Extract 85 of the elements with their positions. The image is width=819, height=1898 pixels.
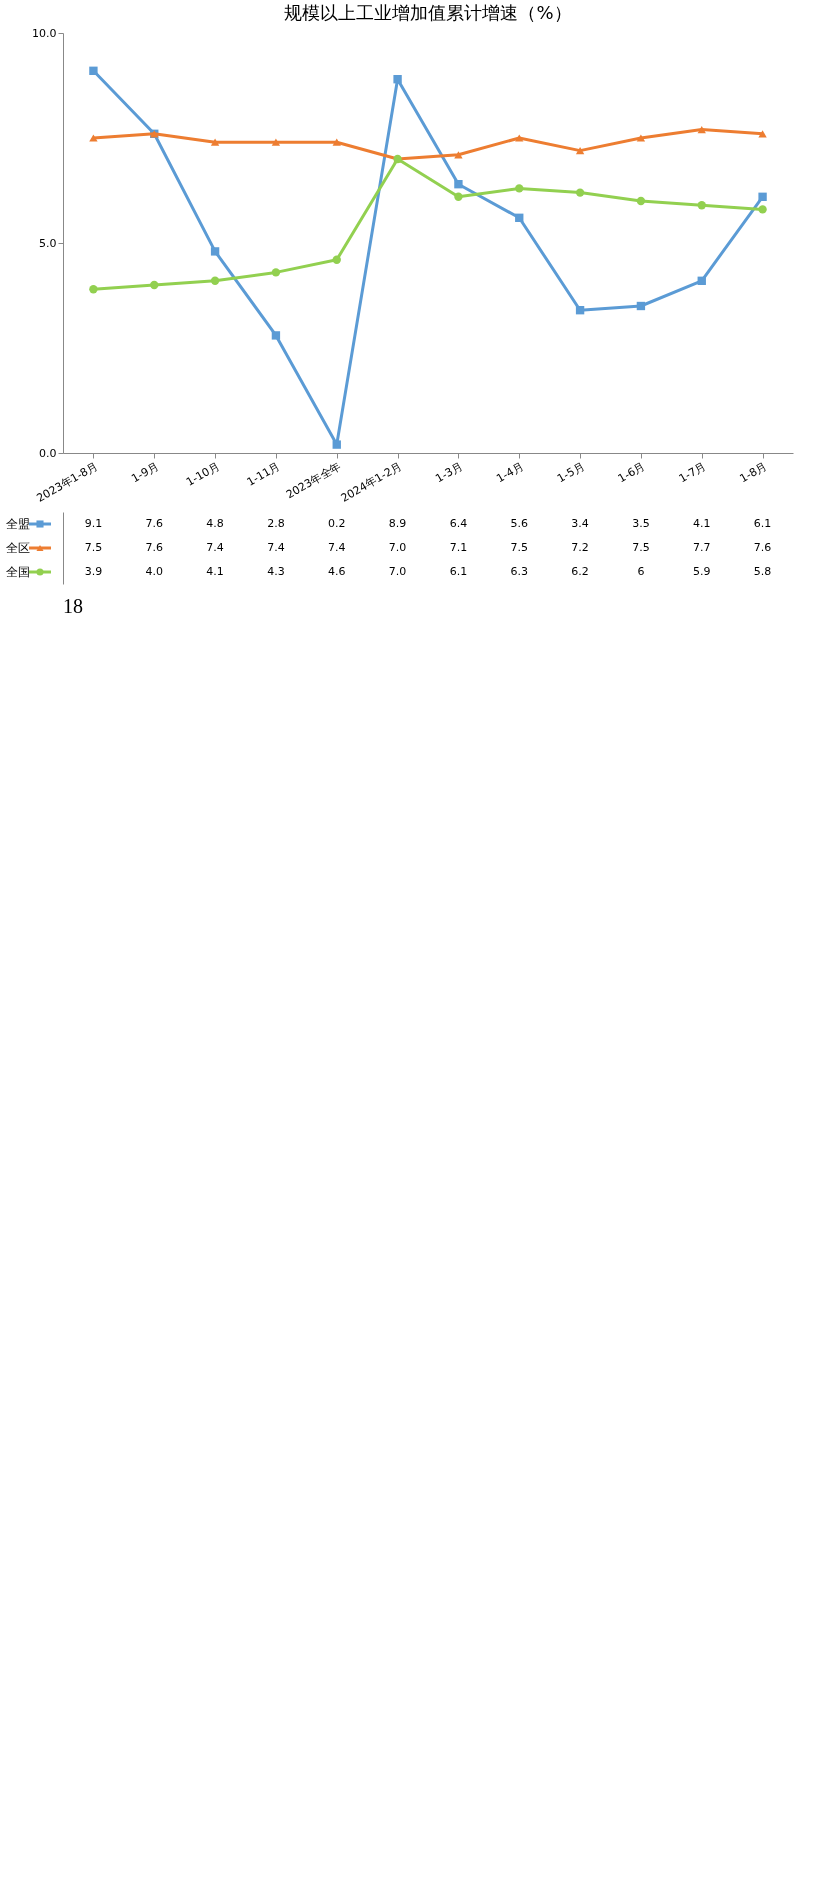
point (393, 75, 402, 84)
data-label: 6.1 (449, 565, 468, 578)
point (697, 125, 706, 134)
data-label: 7.6 (753, 541, 772, 554)
data-label: 3.5 (632, 517, 650, 530)
point (515, 213, 524, 222)
x-tick-label: 1-11月 (244, 459, 283, 489)
data-label: 3.4 (571, 517, 589, 530)
point (271, 138, 281, 146)
data-label: 7.4 (206, 541, 224, 554)
x-tick-label: 1-8月 (737, 459, 770, 486)
point (89, 285, 98, 294)
data-label: 4.0 (145, 565, 163, 578)
data-label: 8.9 (388, 517, 407, 530)
point (515, 134, 524, 142)
data-label: 7.1 (449, 541, 468, 554)
data-label: 7.6 (145, 517, 163, 530)
data-label: 5.6 (510, 517, 528, 530)
data-label: 5.9 (693, 565, 711, 578)
legend-label: 全盟 (5, 517, 30, 531)
point (89, 134, 98, 142)
data-label: 6.1 (753, 517, 772, 530)
data-label: 6.4 (449, 517, 468, 530)
data-label: 4.1 (206, 565, 224, 578)
data-label: 7.0 (388, 565, 407, 578)
data-label: 4.6 (328, 565, 346, 578)
point (454, 192, 463, 201)
data-label: 7.5 (84, 541, 103, 554)
data-label: 6 (637, 565, 645, 578)
data-label: 4.3 (267, 565, 285, 578)
x-tick-label: 1-7月 (676, 459, 709, 486)
data-label: 4.1 (693, 517, 711, 530)
data-label: 7.0 (388, 541, 407, 554)
point (758, 192, 767, 201)
point (271, 268, 281, 277)
data-label: 5.8 (753, 565, 772, 578)
point (210, 276, 220, 285)
data-label: 0.2 (328, 517, 346, 530)
point (697, 201, 706, 210)
x-tick-label: 1-9月 (129, 459, 161, 486)
x-tick-label: 1-3月 (433, 459, 465, 486)
point (210, 247, 220, 256)
data-label: 3.9 (84, 565, 103, 578)
data-label: 7.5 (510, 541, 528, 554)
point (89, 66, 98, 75)
point (636, 301, 646, 311)
point (454, 180, 463, 189)
y-tick-label: 5.0 (39, 236, 57, 250)
point (332, 138, 341, 146)
data-label: 7.2 (571, 541, 589, 554)
point (575, 146, 585, 155)
point (332, 255, 341, 264)
point (575, 306, 585, 315)
data-label: 6.3 (510, 565, 528, 578)
point (332, 440, 341, 449)
y-tick-label: 0.0 (39, 446, 57, 460)
data-label: 2.8 (267, 517, 285, 530)
x-tick-label: 1-10月 (183, 459, 222, 489)
point (271, 331, 281, 340)
point (150, 280, 159, 290)
data-label: 9.1 (84, 517, 103, 530)
point (575, 188, 585, 197)
x-tick-label: 1-4月 (494, 459, 526, 486)
data-label: 7.6 (145, 541, 163, 554)
point (515, 184, 524, 193)
x-tick-label: 1-5月 (555, 459, 587, 486)
data-label: 7.4 (267, 541, 285, 554)
y-tick-label: 10.0 (32, 26, 57, 40)
text: 18 (63, 595, 83, 617)
data-label: 7.4 (328, 541, 346, 554)
data-label: 4.8 (206, 517, 224, 530)
point (758, 130, 767, 138)
data-label: 7.7 (693, 541, 711, 554)
data-label: 6.2 (571, 565, 589, 578)
chart-title: 规模以上工业增加值累计增速（%） (284, 2, 572, 23)
point (210, 138, 220, 146)
point (454, 151, 463, 159)
x-tick-label: 1-6月 (615, 459, 648, 486)
point (697, 276, 706, 285)
legend-label: 全国 (5, 565, 30, 579)
data-label: 7.5 (632, 541, 650, 554)
point (636, 134, 646, 142)
legend-label: 全区 (5, 541, 30, 555)
point (758, 205, 767, 214)
point (636, 196, 646, 206)
